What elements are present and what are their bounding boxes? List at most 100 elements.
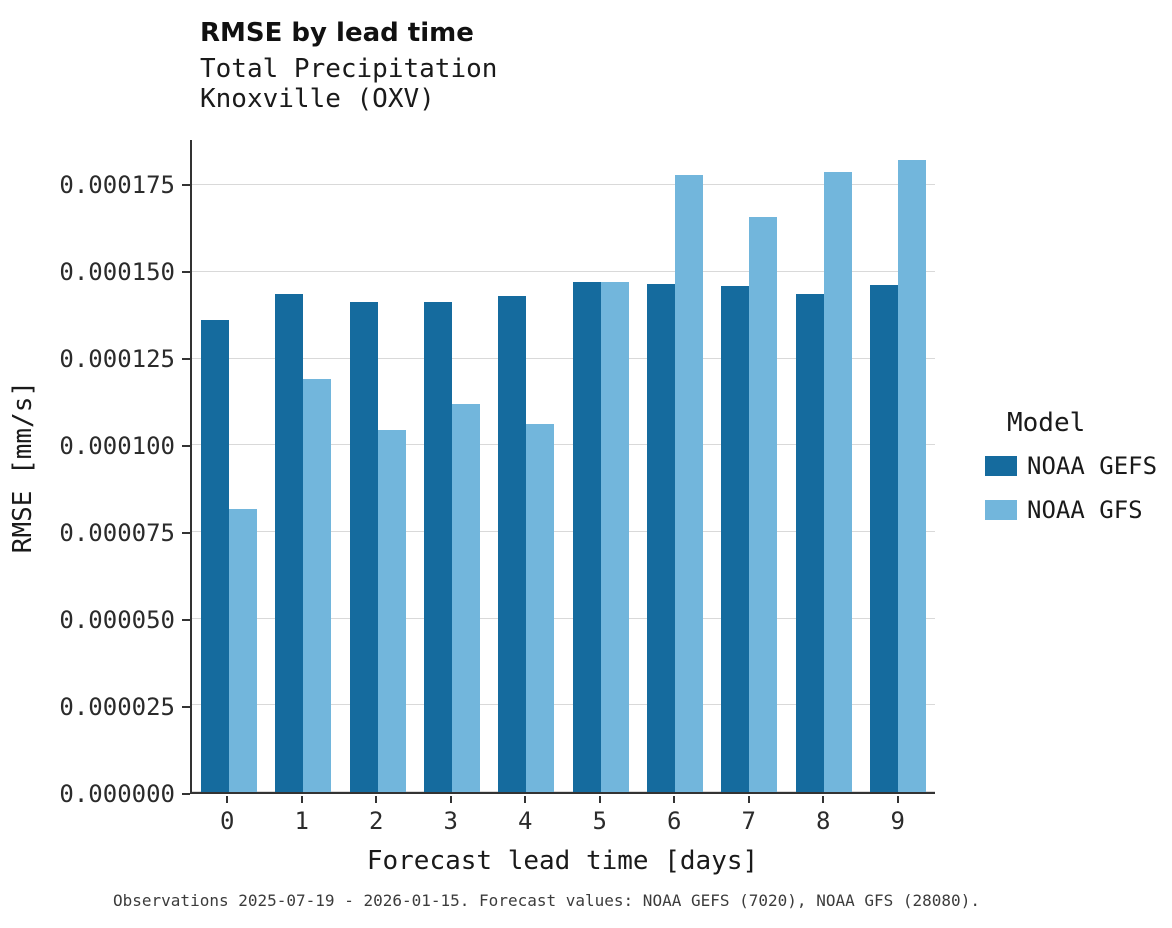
legend-swatch-noaa-gefs [985, 456, 1017, 476]
legend-label-noaa-gefs: NOAA GEFS [1027, 452, 1158, 480]
gridline [192, 791, 935, 792]
legend-swatch-noaa-gfs [985, 500, 1017, 520]
y-axis-ticks: 0.000000 0.000025 0.000050 0.000075 0.000100… [30, 140, 190, 808]
bar-group-lead-4 [489, 140, 563, 792]
x-tick: 5 [563, 796, 638, 835]
x-axis-ticks: 0 1 2 3 4 5 6 7 8 9 [190, 796, 935, 835]
y-tick: 0.000050 [59, 606, 190, 634]
bar-noaa-gefs-lead-2 [349, 302, 378, 792]
chart-subtitle-location: Knoxville (OXV) [200, 84, 435, 114]
x-tick-label: 3 [443, 807, 458, 835]
y-tick: 0.000125 [59, 345, 190, 373]
y-tick-label: 0.000150 [59, 258, 175, 287]
x-tick-mark [747, 796, 750, 803]
bar-noaa-gfs-lead-6 [674, 175, 703, 792]
x-tick-label: 5 [592, 807, 607, 835]
bar-noaa-gefs-lead-4 [498, 296, 527, 792]
legend-title: Model [1007, 408, 1086, 438]
y-tick-mark [182, 184, 190, 187]
y-tick: 0.000025 [59, 693, 190, 721]
legend-entry-noaa-gfs: NOAA GFS [985, 496, 1170, 524]
y-tick-mark [182, 706, 190, 709]
y-tick-mark [182, 793, 190, 795]
x-tick: 2 [339, 796, 414, 835]
bar-noaa-gfs-lead-3 [452, 404, 481, 792]
x-tick: 4 [488, 796, 563, 835]
bar-noaa-gfs-lead-0 [229, 509, 258, 792]
bar-group-lead-6 [638, 140, 712, 792]
x-tick-mark [524, 796, 527, 803]
x-tick-label: 6 [667, 807, 682, 835]
x-tick-label: 2 [369, 807, 384, 835]
x-axis-label: Forecast lead time [days] [366, 846, 759, 876]
y-tick: 0.000175 [59, 171, 190, 199]
y-tick-label: 0.000175 [59, 171, 175, 200]
y-tick-mark [182, 271, 190, 274]
gridline [192, 617, 935, 619]
x-tick-label: 0 [220, 807, 235, 835]
x-tick-mark [449, 796, 452, 803]
x-tick-mark [896, 796, 899, 803]
x-tick-label: 9 [890, 807, 905, 835]
gridlines [192, 140, 935, 792]
x-tick: 1 [265, 796, 340, 835]
bar-noaa-gefs-lead-0 [201, 320, 230, 792]
y-tick-label: 0.000100 [59, 432, 175, 461]
y-tick-label: 0.000125 [59, 345, 175, 374]
x-tick: 8 [786, 796, 861, 835]
x-tick: 3 [414, 796, 489, 835]
legend-label-noaa-gfs: NOAA GFS [1027, 496, 1143, 524]
gridline [192, 444, 935, 446]
y-tick-label: 0.000075 [59, 519, 175, 548]
bar-noaa-gefs-lead-6 [646, 283, 675, 792]
gridline [192, 184, 935, 186]
x-tick-mark [375, 796, 378, 803]
y-tick-label: 0.000000 [59, 780, 175, 808]
bar-noaa-gfs-lead-5 [600, 282, 629, 792]
x-tick-label: 7 [741, 807, 756, 835]
bar-group-lead-3 [415, 140, 489, 792]
bar-noaa-gefs-lead-1 [275, 294, 304, 792]
bar-group-lead-7 [712, 140, 786, 792]
y-tick-label: 0.000025 [59, 693, 175, 722]
bar-noaa-gefs-lead-8 [795, 294, 824, 792]
bar-noaa-gfs-lead-2 [377, 429, 406, 792]
x-tick-label: 4 [518, 807, 533, 835]
y-tick-mark [182, 619, 190, 622]
y-tick: 0.000000 [59, 780, 190, 808]
x-tick-mark [822, 796, 825, 803]
bar-noaa-gfs-lead-7 [749, 217, 778, 792]
x-tick: 6 [637, 796, 712, 835]
y-tick: 0.000150 [59, 258, 190, 286]
gridline [192, 704, 935, 706]
x-tick-mark [598, 796, 601, 803]
y-tick-label: 0.000050 [59, 606, 175, 635]
legend: Model NOAA GEFS NOAA GFS [985, 408, 1170, 540]
bar-noaa-gfs-lead-9 [897, 160, 926, 792]
y-tick: 0.000100 [59, 432, 190, 460]
y-tick-mark [182, 445, 190, 448]
bar-noaa-gfs-lead-8 [823, 172, 852, 792]
x-tick: 7 [712, 796, 787, 835]
bar-noaa-gefs-lead-9 [869, 284, 898, 792]
plot-area [190, 140, 935, 794]
y-tick: 0.000075 [59, 519, 190, 547]
x-tick-mark [673, 796, 676, 803]
bar-noaa-gfs-lead-1 [303, 379, 332, 792]
bar-noaa-gefs-lead-3 [424, 302, 453, 792]
y-tick-mark [182, 358, 190, 361]
gridline [192, 270, 935, 272]
bar-group-lead-5 [563, 140, 637, 792]
bar-noaa-gefs-lead-5 [572, 282, 601, 792]
bar-noaa-gefs-lead-7 [721, 285, 750, 792]
gridline [192, 530, 935, 532]
chart-subtitle-variable: Total Precipitation [200, 54, 498, 84]
bar-group-lead-0 [192, 140, 266, 792]
bar-group-lead-2 [341, 140, 415, 792]
caption: Observations 2025-07-19 - 2026-01-15. Fo… [113, 891, 980, 910]
bars-row [192, 140, 935, 792]
legend-entry-noaa-gefs: NOAA GEFS [985, 452, 1170, 480]
x-tick-label: 8 [816, 807, 831, 835]
x-tick-mark [300, 796, 303, 803]
